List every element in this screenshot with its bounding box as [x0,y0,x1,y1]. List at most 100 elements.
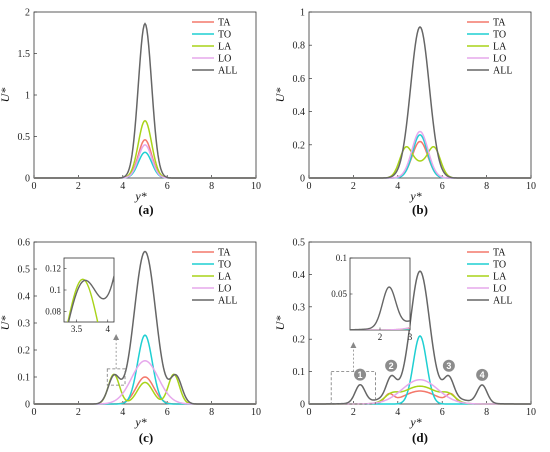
x-tick-label: 10 [251,407,261,418]
series-line-to [34,151,256,179]
y-tick-label: 0.6 [293,74,306,85]
y-tick-label: 0.1 [18,373,31,384]
legend-label: TO [493,30,506,41]
peak-marker-label: 2 [389,361,394,371]
x-tick-label: 8 [484,181,489,192]
y-tick-label: 0 [25,174,30,185]
y-tick-label: 0.5 [293,238,306,249]
inset-x-tick-label: 2 [378,332,383,342]
panel-caption: (c) [139,430,153,445]
legend-label: LA [493,272,507,283]
inset-series-la [67,278,99,322]
series-line-all [34,22,256,179]
series-line-all [34,250,256,405]
x-tick-label: 10 [526,181,536,192]
inset-d: 2 3 0.05 0.1 [330,253,413,405]
legend-label: TA [218,18,231,29]
inset-y-tick-label: 0.1 [50,285,61,295]
x-tick-label: 0 [32,181,37,192]
y-axis-label: U* [0,316,12,331]
inset-frame [349,257,411,331]
zoom-region-box [330,371,377,405]
panel-caption: (a) [138,202,153,217]
x-tick-label: 6 [165,407,170,418]
inset-x-tick-label: 3 [408,332,413,342]
y-tick-label: 0.8 [293,41,306,52]
x-tick-label: 4 [395,181,400,192]
legend-label: LA [218,42,232,53]
panel-caption: (b) [412,202,428,217]
plot-frame [308,241,532,405]
legend-label: ALL [493,296,512,307]
peak-marker-badge [476,368,489,381]
series-line-to [309,335,531,405]
x-tick-label: 4 [120,407,125,418]
legend-label: LO [218,284,231,295]
x-tick-label: 8 [484,407,489,418]
x-tick-label: 6 [165,181,170,192]
peak-marker: 3 [442,359,455,372]
x-tick-label: 8 [209,407,214,418]
series-line-lo [309,130,531,179]
x-tick-label: 4 [120,181,125,192]
peak-marker: 1 [354,368,367,381]
inset-x-tick-label: 4 [106,324,111,334]
zoom-arrow-head [350,342,357,348]
y-axis-label: U* [0,88,12,103]
series-line-la [309,146,531,179]
series-line-ta [309,140,531,179]
y-tick-label: 0 [25,400,30,411]
y-axis-label: U* [273,88,287,103]
x-tick-label: 2 [76,181,81,192]
y-tick-label: 0.2 [18,346,31,357]
legend-label: LA [218,272,232,283]
y-tick-label: 1 [300,8,305,19]
series-line-la [309,385,531,405]
inset-series-lo [64,341,114,393]
inset-c: 3.5 4 0.08 0.1 0.12 [45,257,126,393]
y-tick-label: 0.5 [18,132,31,143]
x-tick-label: 2 [76,407,81,418]
x-tick-label: 0 [32,407,37,418]
y-tick-label: 0.3 [18,319,31,330]
legend-label: TO [218,30,231,41]
x-tick-label: 10 [526,407,536,418]
series-line-ta [309,390,531,405]
peak-marker-badge [354,368,367,381]
legend-label: TO [493,260,506,271]
legend-label: LO [493,284,506,295]
y-tick-label: 0.2 [293,335,306,346]
panel-caption: (d) [412,430,428,445]
peak-marker-label: 4 [480,370,485,380]
peak-marker-badge [442,359,455,372]
peak-marker-label: 3 [446,361,451,371]
legend-label: ALL [218,66,237,77]
plot-frame [308,11,532,179]
x-tick-label: 10 [251,181,261,192]
series-line-all [309,25,531,179]
inset-y-tick-label: 0.1 [336,253,347,263]
y-tick-label: 0.5 [18,265,31,276]
panel-d: 0 2 4 6 8 10 0 0.1 0.2 0.3 0.4 0.5 y* U* (d) TATOLALOAL… [273,238,536,446]
x-axis-label: y* [134,415,146,429]
x-tick-label: 2 [351,407,356,418]
series-line-to [34,334,256,405]
peak-marker: 2 [385,359,398,372]
panel-c: 0 2 4 6 8 10 0 0.1 0.2 0.3 0.4 0.5 0.6 y* U* (c) TATOLAL… [0,238,261,446]
inset-x-tick-label: 3.5 [71,324,83,334]
legend-label: TO [218,260,231,271]
inset-series-all [350,286,410,330]
inset-y-tick-label: 0.12 [45,264,61,274]
peak-marker-label: 1 [358,370,363,380]
series-line-lo [309,378,531,405]
zoom-arrow-head [113,334,120,340]
y-tick-label: 0 [300,400,305,411]
x-tick-label: 0 [307,407,312,418]
y-tick-label: 0.4 [293,107,306,118]
x-tick-label: 2 [351,181,356,192]
legend-label: LO [493,54,506,65]
y-tick-label: 2 [25,8,30,19]
y-tick-label: 1 [25,91,30,102]
